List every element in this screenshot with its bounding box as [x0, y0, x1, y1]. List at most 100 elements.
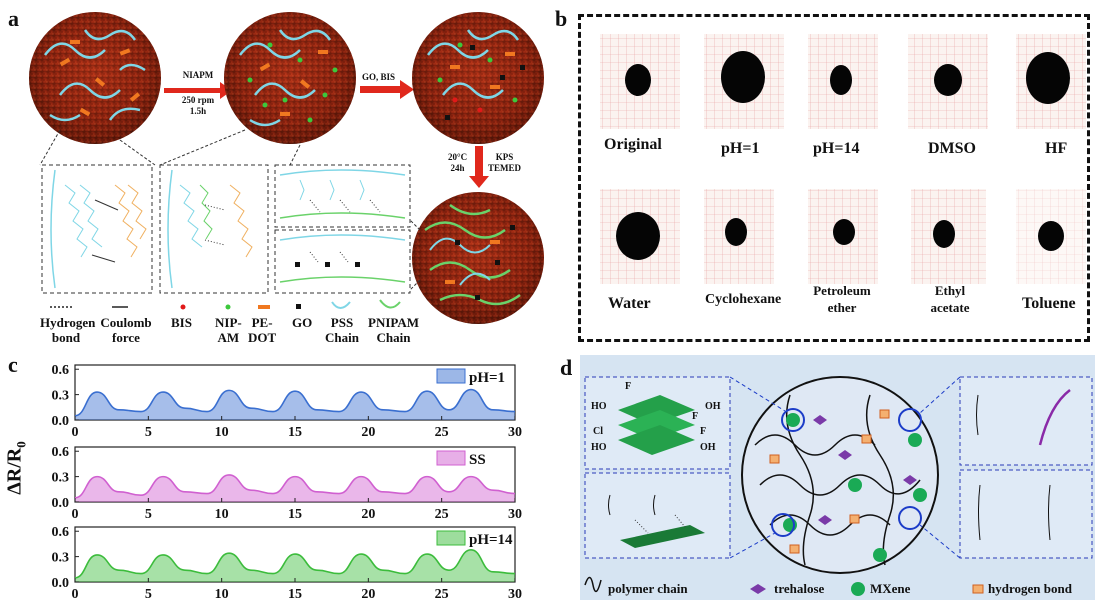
hydrogel-network — [741, 376, 939, 574]
series-line-2 — [74, 549, 516, 579]
trehalose-hbond-inset — [959, 376, 1093, 466]
photo-original — [600, 34, 680, 129]
series-area-1 — [75, 474, 515, 502]
legend-coulomb-line2: force — [112, 330, 140, 345]
mxene-label-oh1: OH — [705, 401, 721, 412]
sample-label-petroleum-ether: Petroleum ether — [813, 283, 871, 315]
xtick-label-0-6: 30 — [508, 425, 522, 440]
panel-c-label: c — [8, 352, 18, 377]
ytick-label-0-0: 0.0 — [52, 414, 70, 429]
photo-ph1 — [704, 34, 784, 129]
sphere-with-go-bis — [412, 12, 544, 144]
legend-label-1: SS — [469, 452, 486, 468]
ytick-label-2-2: 0.6 — [52, 525, 70, 540]
inset-hydrogen — [159, 164, 269, 294]
photo-water — [600, 189, 680, 284]
legend-swatch-2 — [436, 530, 466, 546]
photo-toluene — [1016, 189, 1086, 284]
legend-pedot-line2: DOT — [248, 330, 277, 345]
panel-b-photos — [600, 34, 1086, 284]
sample-label-ph1: pH=1 — [721, 140, 760, 157]
inset-coulomb — [41, 164, 153, 294]
polymer-hbond-inset — [959, 469, 1093, 559]
legend-hydrogen-line2: bond — [51, 330, 81, 345]
legend-hydrogen-line1: Hydrogen — [40, 315, 96, 330]
xtick-label-2-1: 5 — [145, 587, 152, 600]
legend-pedot-line1: PE- — [251, 315, 273, 330]
ytick-label-0-2: 0.6 — [52, 363, 70, 378]
xtick-label-2-6: 30 — [508, 587, 522, 600]
photo-cyclohexane — [704, 189, 774, 284]
xtick-label-1-0: 0 — [72, 507, 79, 522]
panel-b-label: b — [555, 6, 568, 31]
xtick-label-1-4: 20 — [361, 507, 375, 522]
panel-b-frame — [578, 14, 1090, 342]
sphere-with-niapm — [224, 12, 356, 144]
arrow1-line-2: 250 rpm — [181, 95, 215, 105]
mxene-label-ho1: HO — [591, 401, 607, 412]
panel-d-legend-symbols — [584, 576, 984, 596]
legend-bis: BIS — [171, 315, 192, 330]
arrow-step-2 — [360, 80, 414, 99]
arrow3-text-right: KPS TEMED — [488, 152, 521, 174]
xtick-label-2-2: 10 — [215, 587, 229, 600]
photo-petroleum-ether — [808, 189, 878, 284]
legend-coulomb-line1: Coulomb — [100, 315, 152, 330]
legend-mxene: MXene — [870, 581, 911, 596]
mxene-label-ho2: HO — [591, 442, 607, 453]
mxene-sheets-inset — [584, 376, 731, 470]
xtick-label-0-1: 5 — [145, 425, 152, 440]
series-line-0 — [74, 388, 516, 417]
legend-pedot: PE- DOT — [248, 315, 276, 345]
xtick-label-0-0: 0 — [72, 425, 79, 440]
ytick-label-1-2: 0.6 — [52, 445, 70, 460]
xtick-label-1-2: 10 — [215, 507, 229, 522]
zoom-lines — [39, 129, 421, 291]
series-line-1 — [74, 474, 516, 499]
xtick-label-1-6: 30 — [508, 507, 522, 522]
legend-pss-line2: Chain — [325, 330, 359, 345]
arrow3-left-line-1: 20°C — [448, 152, 468, 162]
xtick-label-1-3: 15 — [288, 507, 302, 522]
ytick-label-2-0: 0.0 — [52, 576, 70, 591]
panel-a-label: a — [8, 6, 19, 31]
sample-label-original: Original — [604, 136, 662, 153]
xtick-label-0-2: 10 — [215, 425, 229, 440]
sample-label-cyclohexane: Cyclohexane — [705, 292, 782, 307]
xtick-label-0-3: 15 — [288, 425, 302, 440]
legend-nipam: NIP- AM — [215, 315, 242, 345]
arrow3-right-line-2: TEMED — [488, 163, 522, 173]
xtick-label-2-5: 25 — [435, 587, 449, 600]
sample-label-water: Water — [608, 295, 651, 312]
arrow1-line-1: NIAPM — [182, 70, 214, 80]
inset-go-interaction — [274, 164, 411, 294]
ytick-label-0-1: 0.3 — [52, 389, 70, 404]
legend-pnipam: PNIPAM Chain — [368, 315, 419, 345]
sample-label-toluene: Toluene — [1022, 295, 1076, 312]
sphere-final-hydrogel — [412, 192, 544, 324]
panel-a-diagram — [29, 12, 544, 324]
xtick-label-2-4: 20 — [361, 587, 375, 600]
mxene-label-oh2: OH — [700, 442, 716, 453]
sample-label-ph14: pH=14 — [813, 140, 860, 157]
legend-pss-line1: PSS — [330, 315, 354, 330]
sample-label-ethyl-acetate: Ethyl acetate — [930, 283, 970, 315]
photo-ph14 — [808, 34, 878, 129]
mxene-label-cl: Cl — [593, 426, 603, 437]
photo-hf — [1016, 34, 1086, 129]
legend-coulomb-force: Coulomb force — [100, 315, 152, 345]
legend-swatch-0 — [436, 368, 466, 384]
arrow1-text: NIAPM — [173, 70, 223, 81]
xtick-label-1-1: 5 — [145, 507, 152, 522]
legend-hydrogen-bond: Hydrogen bond — [40, 315, 96, 345]
legend-label-0: pH=1 — [469, 370, 505, 386]
xtick-label-0-5: 25 — [435, 425, 449, 440]
arrow3-left-line-2: 24h — [450, 163, 465, 173]
ytick-label-2-1: 0.3 — [52, 551, 70, 566]
legend-pnipam-line1: PNIPAM — [368, 315, 420, 330]
legend-pnipam-line2: Chain — [376, 330, 411, 345]
ytick-label-1-1: 0.3 — [52, 471, 70, 486]
legend-nipam-line2: AM — [217, 330, 240, 345]
arrow-step-3 — [469, 146, 489, 188]
legend-go: GO — [292, 315, 313, 330]
